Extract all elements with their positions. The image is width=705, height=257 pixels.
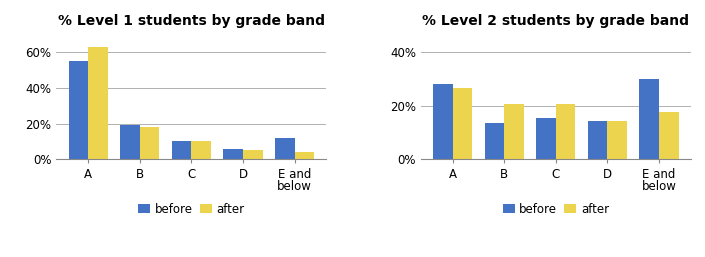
Bar: [243, 150, 262, 159]
Bar: [659, 113, 679, 159]
Bar: [485, 123, 504, 159]
Bar: [121, 125, 140, 159]
Bar: [588, 121, 608, 159]
Bar: [223, 149, 243, 159]
Legend: before, after: before, after: [133, 198, 250, 220]
Bar: [639, 79, 659, 159]
Bar: [172, 142, 191, 159]
Bar: [453, 88, 472, 159]
Bar: [608, 121, 627, 159]
Bar: [433, 84, 453, 159]
Title: % Level 2 students by grade band: % Level 2 students by grade band: [422, 14, 689, 28]
Bar: [537, 118, 556, 159]
Title: % Level 1 students by grade band: % Level 1 students by grade band: [58, 14, 325, 28]
Bar: [504, 104, 524, 159]
Bar: [191, 142, 211, 159]
Bar: [275, 138, 295, 159]
Legend: before, after: before, after: [498, 198, 614, 220]
Bar: [88, 47, 108, 159]
Bar: [556, 104, 575, 159]
Bar: [295, 152, 314, 159]
Bar: [68, 61, 88, 159]
Bar: [140, 127, 159, 159]
